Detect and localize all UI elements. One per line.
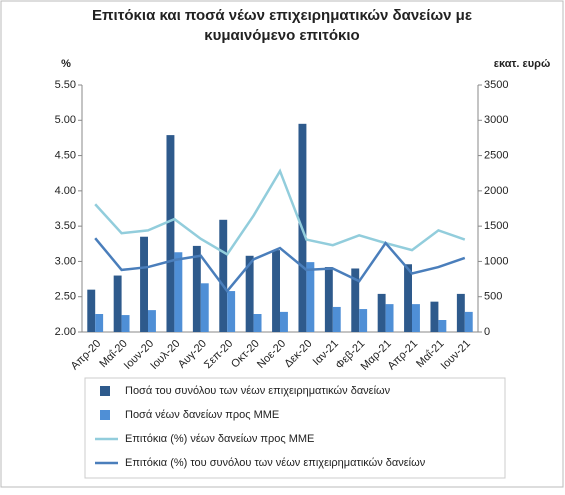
y-tick-label: 4.50 bbox=[55, 149, 76, 161]
bar bbox=[412, 304, 420, 332]
bar bbox=[192, 245, 201, 332]
y-tick-label: 3.50 bbox=[55, 220, 76, 232]
legend-label: Επιτόκια (%) νέων δανείων προς ΜΜΕ bbox=[125, 433, 314, 445]
bar bbox=[174, 252, 183, 332]
y2-tick-label: 500 bbox=[484, 291, 502, 303]
legend-swatch bbox=[100, 386, 110, 396]
y2-tick-label: 0 bbox=[484, 326, 490, 338]
bar bbox=[113, 275, 122, 332]
line bbox=[94, 237, 466, 294]
bar bbox=[121, 315, 130, 332]
y-tick-label: 3.00 bbox=[55, 255, 76, 267]
bar bbox=[245, 255, 254, 332]
y-tick-label: 2.50 bbox=[55, 291, 76, 303]
legend-label: Επιτόκια (%) του συνόλου των νέων επιχει… bbox=[125, 457, 426, 469]
legend-label: Ποσά του συνόλου των νέων επιχειρηματικώ… bbox=[125, 385, 391, 397]
bar bbox=[430, 301, 439, 332]
y-tick-label: 5.00 bbox=[55, 114, 76, 126]
bar bbox=[272, 250, 280, 332]
bar bbox=[456, 293, 465, 332]
chart-title: κυμαινόμενο επιτόκιο bbox=[204, 27, 359, 44]
line bbox=[94, 168, 466, 257]
chart-title: Επιτόκια και ποσά νέων επιχειρηματικών δ… bbox=[92, 7, 472, 24]
legend-label: Ποσά νέων δανείων προς ΜΜΕ bbox=[125, 409, 279, 421]
bar bbox=[148, 310, 156, 332]
bar bbox=[219, 219, 228, 332]
bar bbox=[306, 262, 315, 332]
y-tick-label: 2.00 bbox=[55, 326, 76, 338]
bar bbox=[464, 311, 473, 332]
bar bbox=[200, 283, 209, 332]
bar bbox=[227, 291, 236, 332]
bar bbox=[404, 264, 412, 332]
y2-tick-label: 1000 bbox=[484, 255, 508, 267]
y-tick-label: 5.50 bbox=[55, 79, 76, 91]
bar bbox=[253, 314, 262, 332]
bar bbox=[87, 289, 96, 332]
bar bbox=[95, 314, 104, 332]
legend-swatch bbox=[100, 410, 110, 420]
legend-box bbox=[84, 377, 506, 479]
y2-tick-label: 3500 bbox=[484, 79, 508, 91]
y2-tick-label: 1500 bbox=[484, 220, 508, 232]
y-tick-label: 4.00 bbox=[55, 185, 76, 197]
bar bbox=[351, 268, 360, 332]
y2-tick-label: 2000 bbox=[484, 185, 508, 197]
y-axis-label: % bbox=[61, 58, 71, 70]
bar bbox=[140, 236, 148, 332]
bar bbox=[166, 135, 175, 332]
bar bbox=[438, 320, 447, 332]
bar bbox=[385, 304, 394, 332]
bar bbox=[324, 267, 333, 332]
bar bbox=[377, 293, 386, 332]
bar bbox=[280, 311, 288, 332]
bar bbox=[332, 306, 341, 332]
bar bbox=[359, 309, 368, 332]
y2-tick-label: 3000 bbox=[484, 114, 508, 126]
y2-tick-label: 2500 bbox=[484, 149, 508, 161]
y2-axis-label: εκατ. ευρώ bbox=[494, 58, 551, 70]
